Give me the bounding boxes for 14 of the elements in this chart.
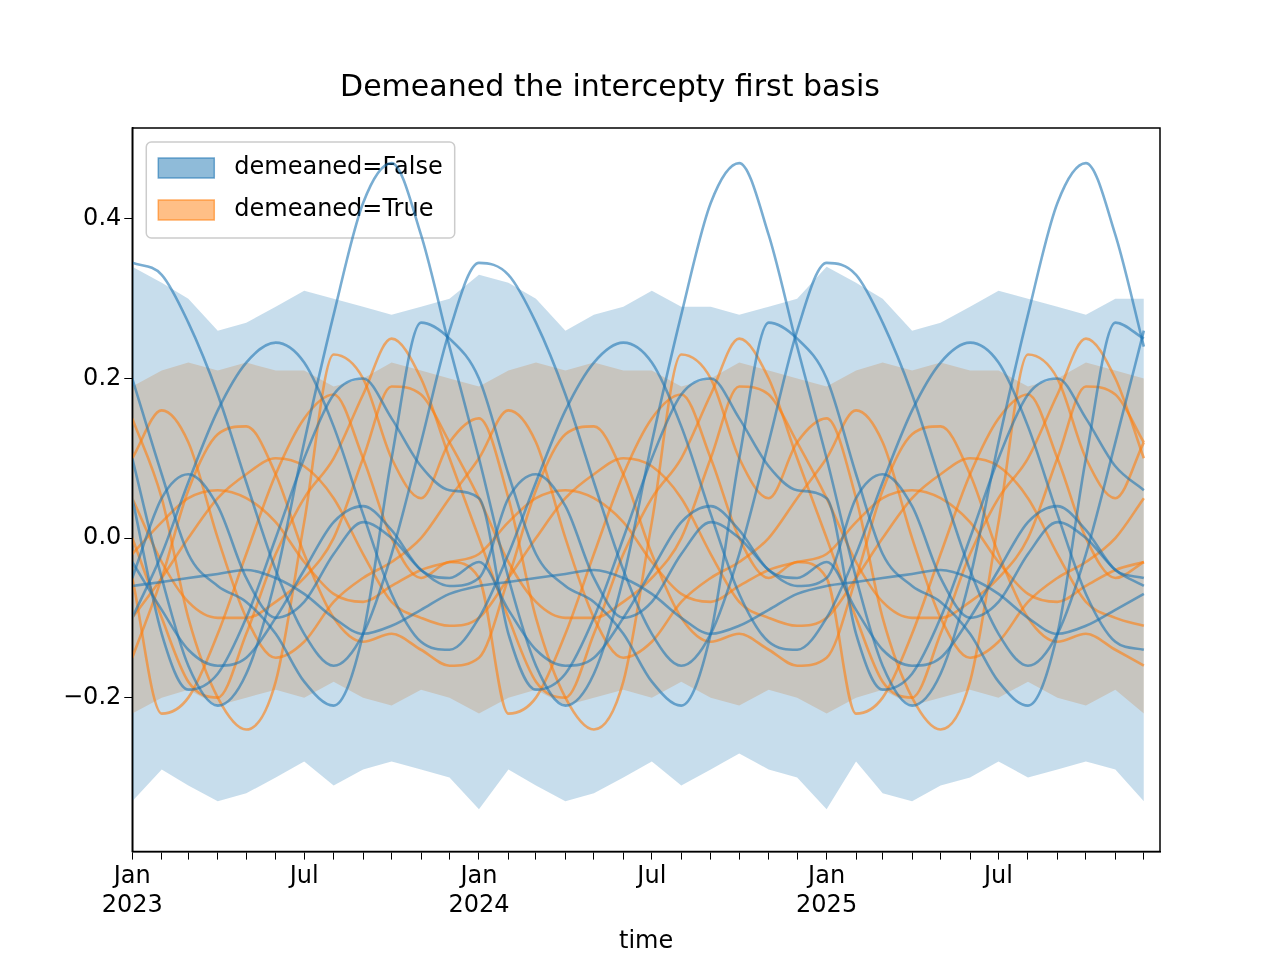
y-tick-label: −0.2 (63, 681, 122, 710)
x-tick-label: Jan 2024 (448, 861, 510, 919)
legend-label: demeaned=False (234, 152, 443, 181)
x-axis-title: time (619, 925, 674, 954)
x-tick-label: Jul (982, 861, 1014, 890)
y-tick-label: 0.0 (83, 522, 122, 551)
legend-label: demeaned=True (234, 194, 434, 223)
x-tick-label: Jan 2023 (101, 861, 163, 919)
y-tick-label: 0.4 (83, 203, 122, 232)
x-tick-label: Jan 2025 (796, 861, 858, 919)
x-tick-label: Jul (287, 861, 319, 890)
x-tick-label: Jul (635, 861, 667, 890)
chart-title: Demeaned the intercepty first basis (340, 67, 880, 103)
y-tick-label: 0.2 (83, 362, 122, 391)
